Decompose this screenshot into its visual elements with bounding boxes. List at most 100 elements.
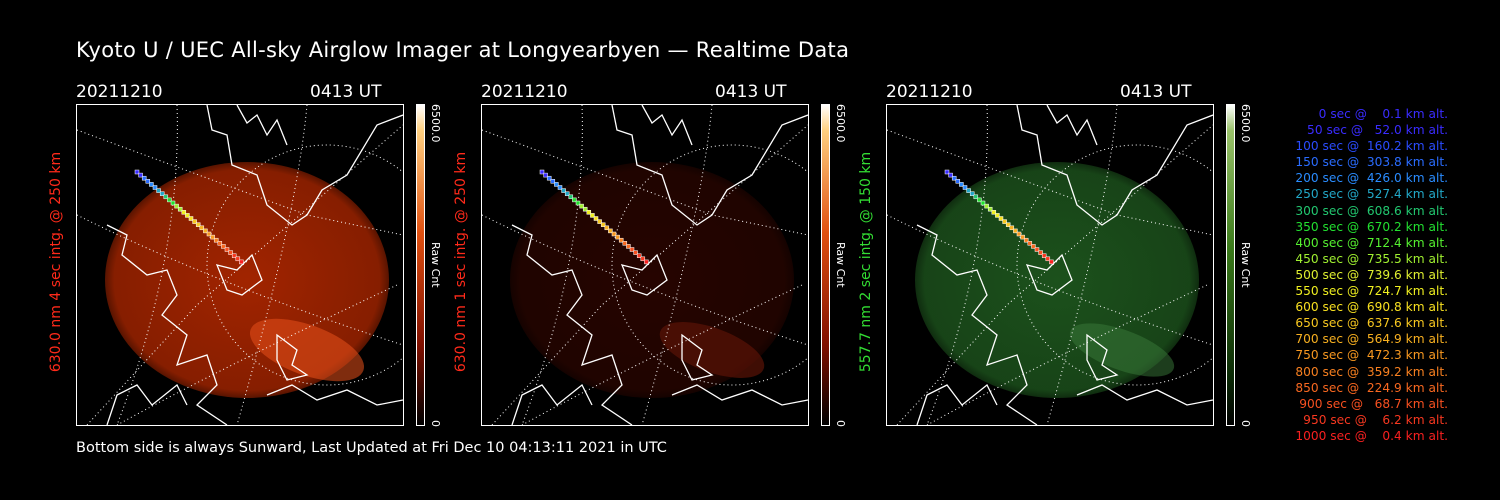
colorbar-max: 6500.0 [429, 104, 442, 143]
legend-entry: 500 sec @ 739.6 km alt. [1291, 267, 1448, 282]
track-point [1049, 259, 1054, 265]
track-point [1020, 234, 1025, 240]
legend-entry: 350 sec @ 670.2 km alt. [1291, 219, 1448, 234]
page-title: Kyoto U / UEC All-sky Airglow Imager at … [76, 38, 850, 62]
track-point [600, 222, 606, 227]
track-point [590, 213, 595, 218]
track-point [586, 210, 592, 215]
track-point [199, 225, 205, 231]
track-point [235, 256, 241, 262]
legend-entry: 150 sec @ 303.8 km alt. [1291, 155, 1448, 170]
track-point [174, 203, 179, 209]
track-point [969, 191, 975, 196]
track-point [141, 175, 147, 181]
track-point [231, 253, 237, 258]
colorbar-unit: Raw Cnt [429, 242, 442, 288]
coastline [511, 105, 808, 425]
panel-time: 0413 UT [310, 82, 382, 102]
allsky-image [76, 104, 404, 426]
track-point [210, 234, 215, 240]
track-point [156, 188, 161, 193]
track-point [611, 231, 617, 237]
legend-entry: 650 sec @ 637.6 km alt. [1291, 316, 1448, 331]
colorbar-unit: Raw Cnt [834, 242, 847, 288]
track-point [561, 188, 566, 193]
track-point [1005, 222, 1011, 227]
panel-date: 20211210 [76, 82, 163, 102]
track-point [579, 203, 584, 209]
track-point [626, 244, 631, 249]
track-point [1045, 256, 1051, 262]
legend-entry: 400 sec @ 712.4 km alt. [1291, 235, 1448, 250]
allsky-map-svg [887, 105, 1213, 425]
track-point [554, 182, 559, 187]
track-point [998, 216, 1004, 221]
track-point [995, 213, 1000, 218]
colorbar-max: 6500.0 [834, 104, 847, 143]
panel-wavelength-label: 557.7 nm 2 sec intg. @ 150 km [858, 151, 874, 373]
track-point [138, 172, 143, 178]
satellite-track [539, 169, 649, 265]
legend-entry: 450 sec @ 735.5 km alt. [1291, 251, 1448, 266]
coastline [106, 105, 403, 425]
colorbar [416, 104, 425, 426]
legend-entry: 1000 sec @ 0.4 km alt. [1295, 428, 1448, 443]
footer-note: Bottom side is always Sunward, Last Upda… [76, 440, 667, 456]
track-point [1038, 250, 1043, 255]
track-point [149, 182, 154, 187]
colorbar [1226, 104, 1235, 426]
track-point [644, 259, 649, 265]
track-point [980, 200, 986, 206]
satellite-track [944, 169, 1054, 265]
track-point [575, 200, 581, 206]
track-point [984, 203, 989, 209]
track-point [1009, 225, 1015, 231]
track-point [192, 219, 197, 224]
lat-lon-grid [482, 105, 808, 425]
track-point [629, 247, 635, 252]
track-point [966, 188, 971, 193]
track-point [962, 185, 968, 190]
track-point [622, 241, 628, 246]
aurora-patch [659, 322, 765, 378]
image-panel-630-4s: 20211210 0413 UT 630.0 nm 4 sec intg. @ 25… [48, 82, 476, 487]
track-point [163, 194, 169, 200]
track-point [177, 206, 183, 212]
allsky-image [886, 104, 1214, 426]
legend-entry: 850 sec @ 224.9 km alt. [1291, 380, 1448, 395]
track-point [582, 206, 588, 212]
track-point [557, 185, 563, 190]
track-point [543, 172, 548, 178]
track-point [564, 191, 570, 196]
colorbar-min: 0 [1239, 420, 1252, 427]
track-point [181, 210, 187, 215]
colorbar-unit: Raw Cnt [1239, 242, 1252, 288]
track-point [221, 244, 226, 249]
legend-entry: 800 sec @ 359.2 km alt. [1291, 364, 1448, 379]
aurora-patch [1069, 323, 1175, 377]
track-point [228, 250, 233, 255]
allsky-image [481, 104, 809, 426]
colorbar-min: 0 [834, 420, 847, 427]
track-point [944, 169, 950, 175]
track-point [539, 169, 545, 175]
trajectory-legend: 0 sec @ 0.1 km alt. 50 sec @ 52.0 km alt… [1258, 106, 1448, 444]
track-point [973, 194, 979, 200]
track-point [615, 234, 620, 240]
track-point [195, 222, 201, 227]
track-point [1016, 231, 1022, 237]
track-point [618, 237, 624, 243]
track-point [188, 216, 194, 221]
legend-entry: 0 sec @ 0.1 km alt. [1307, 107, 1448, 121]
legend-entry: 50 sec @ 52.0 km alt. [1299, 123, 1448, 138]
allsky-map-svg [482, 105, 808, 425]
track-point [206, 231, 212, 237]
colorbar [821, 104, 830, 426]
track-point [1002, 219, 1007, 224]
track-point [167, 197, 172, 203]
legend-entry: 100 sec @ 160.2 km alt. [1291, 139, 1448, 154]
track-point [170, 200, 176, 206]
track-point [224, 247, 230, 252]
panel-time: 0413 UT [1120, 82, 1192, 102]
track-point [633, 250, 638, 255]
